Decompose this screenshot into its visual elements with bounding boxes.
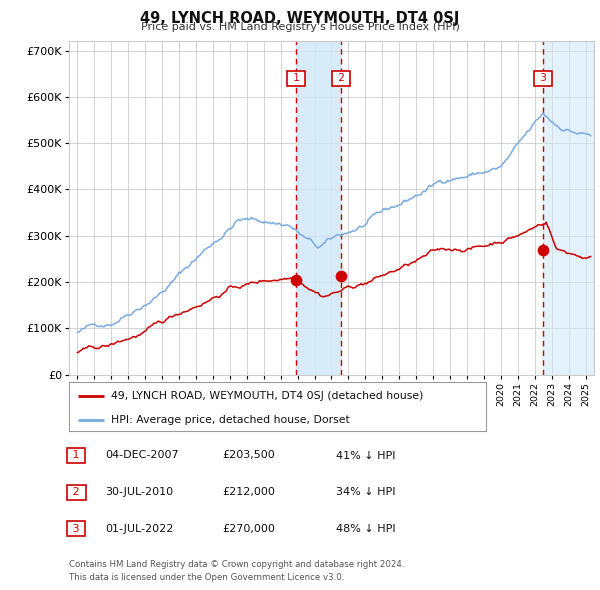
Text: This data is licensed under the Open Government Licence v3.0.: This data is licensed under the Open Gov…: [69, 572, 344, 582]
Text: 34% ↓ HPI: 34% ↓ HPI: [336, 487, 395, 497]
Text: 30-JUL-2010: 30-JUL-2010: [105, 487, 173, 497]
Text: 3: 3: [536, 73, 550, 83]
Text: 3: 3: [69, 524, 83, 533]
Point: [538, 245, 548, 254]
Text: 41% ↓ HPI: 41% ↓ HPI: [336, 451, 395, 460]
Text: HPI: Average price, detached house, Dorset: HPI: Average price, detached house, Dors…: [110, 415, 349, 425]
Text: 01-JUL-2022: 01-JUL-2022: [105, 524, 173, 533]
Text: £203,500: £203,500: [222, 451, 275, 460]
Bar: [543, 41, 594, 375]
Text: Contains HM Land Registry data © Crown copyright and database right 2024.: Contains HM Land Registry data © Crown c…: [69, 560, 404, 569]
Text: Price paid vs. HM Land Registry's House Price Index (HPI): Price paid vs. HM Land Registry's House …: [140, 22, 460, 32]
Text: 2: 2: [335, 73, 348, 83]
Text: £212,000: £212,000: [222, 487, 275, 497]
Text: 1: 1: [290, 73, 303, 83]
Text: 48% ↓ HPI: 48% ↓ HPI: [336, 524, 395, 533]
Text: 1: 1: [69, 451, 83, 460]
Text: 2: 2: [69, 487, 83, 497]
Bar: [296, 41, 341, 375]
Text: £270,000: £270,000: [222, 524, 275, 533]
Point: [337, 272, 346, 281]
Text: 04-DEC-2007: 04-DEC-2007: [105, 451, 179, 460]
Point: [292, 276, 301, 285]
Text: 49, LYNCH ROAD, WEYMOUTH, DT4 0SJ: 49, LYNCH ROAD, WEYMOUTH, DT4 0SJ: [140, 11, 460, 25]
Text: 49, LYNCH ROAD, WEYMOUTH, DT4 0SJ (detached house): 49, LYNCH ROAD, WEYMOUTH, DT4 0SJ (detac…: [110, 391, 423, 401]
